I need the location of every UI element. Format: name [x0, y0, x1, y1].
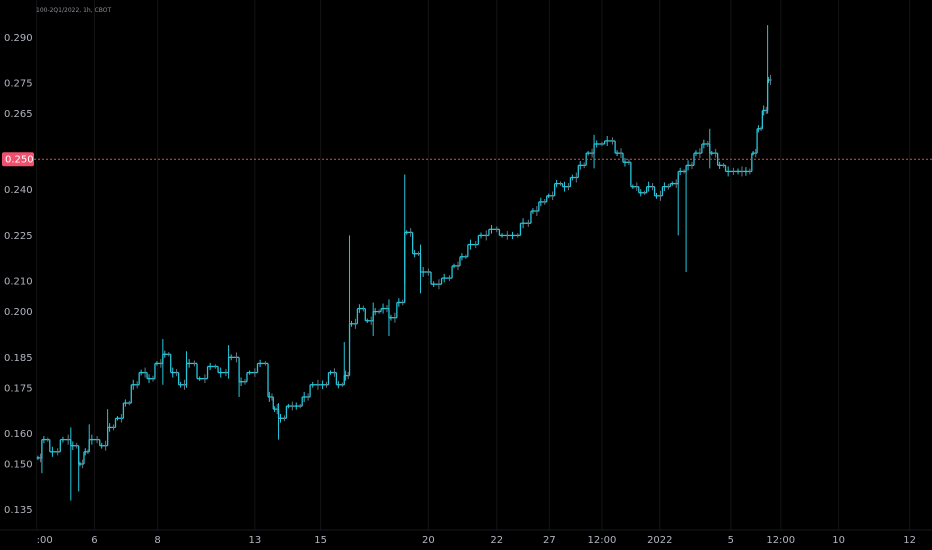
x-tick-label: 8: [154, 535, 160, 546]
x-tick-label: 6: [91, 535, 97, 546]
x-tick-label: 20: [422, 535, 435, 546]
y-tick-label: 0.150: [4, 460, 33, 471]
y-tick-label: 0.185: [4, 353, 33, 364]
price-axis[interactable]: 0.290 0.275 0.265 0.240 0.225 0.210 0.200 0.185…: [4, 33, 33, 516]
last-price-label: 0.250: [5, 155, 34, 166]
x-tick-label: 22: [490, 535, 503, 546]
last-price-badge: [2, 152, 34, 167]
y-tick-label: 0.175: [4, 383, 33, 394]
y-tick-label: 0.265: [4, 109, 33, 120]
x-tick-label: 10: [832, 535, 845, 546]
x-tick-label: 12:00: [766, 535, 795, 546]
y-tick-label: 0.135: [4, 505, 33, 516]
y-tick-label: 0.200: [4, 307, 33, 318]
x-tick-label: 5: [728, 535, 734, 546]
y-tick-label: 0.160: [4, 429, 33, 440]
y-tick-label: 0.290: [4, 33, 33, 44]
y-tick-label: 0.225: [4, 231, 33, 242]
x-tick-label: 2022: [647, 535, 672, 546]
y-tick-label: 0.210: [4, 277, 33, 288]
x-tick-label: 13: [249, 535, 262, 546]
last-price-line: 0.250: [2, 152, 932, 167]
y-tick-label: 0.275: [4, 79, 33, 90]
x-tick-label: 12:00: [588, 535, 617, 546]
x-tick-label: 27: [543, 535, 556, 546]
price-series: [36, 25, 772, 501]
x-tick-label: 12: [903, 535, 916, 546]
time-axis[interactable]: :00 6 8 13 15 20 22 27 12:00 2022 5 12:00 10 12: [0, 529, 932, 546]
x-tick-label: :00: [37, 535, 53, 546]
x-tick-label: 15: [314, 535, 327, 546]
grid: [36, 0, 911, 530]
y-tick-label: 0.240: [4, 185, 33, 196]
symbol-info-label: 100-2Q1/2022, 1h, CBOT: [36, 7, 111, 14]
